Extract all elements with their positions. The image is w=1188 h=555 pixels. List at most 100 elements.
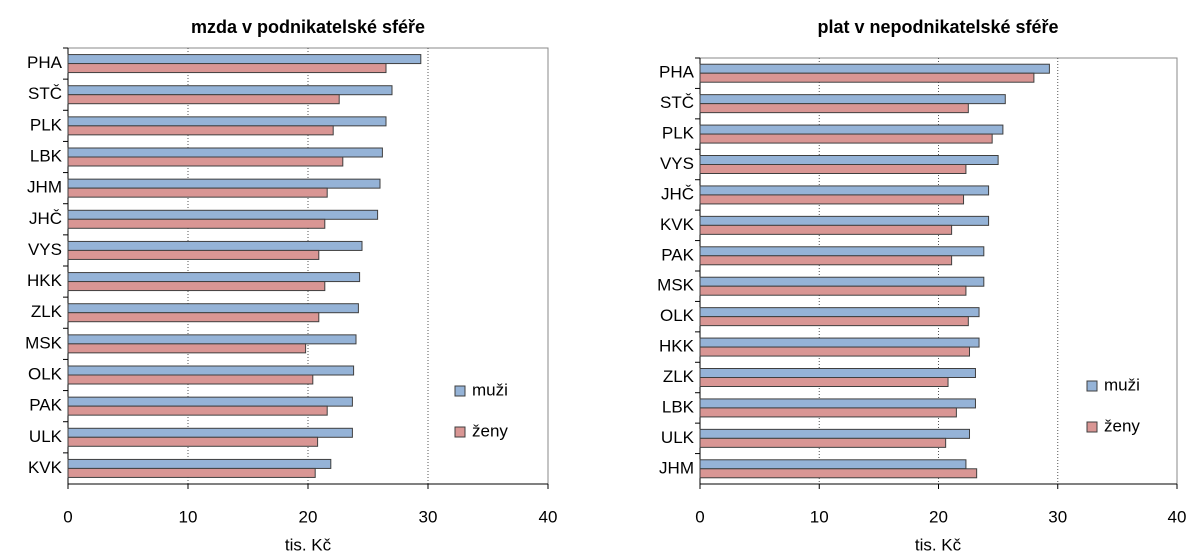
bar: [67, 178, 381, 189]
bar: [67, 125, 334, 136]
bar: [67, 63, 387, 74]
bar: [699, 468, 978, 479]
bar: [67, 249, 320, 260]
x-tick-label: 0: [63, 507, 72, 526]
bar: [699, 407, 957, 418]
legend-label: muži: [1104, 375, 1140, 394]
bar: [699, 255, 953, 266]
y-tick-label: HKK: [27, 271, 63, 290]
y-tick-label: JHČ: [29, 209, 62, 228]
bar: [67, 209, 379, 220]
bar: [67, 396, 353, 407]
legend-swatch: [454, 426, 466, 438]
legend-label: muži: [472, 380, 508, 399]
bar: [67, 343, 307, 354]
bar: [699, 377, 949, 387]
y-tick-label: KVK: [28, 458, 63, 477]
bar: [699, 459, 967, 470]
y-tick-label: OLK: [28, 364, 63, 383]
bar: [699, 155, 999, 165]
x-tick-label: 10: [810, 507, 829, 526]
legend-swatch: [454, 385, 466, 397]
plot-area: [67, 47, 549, 485]
bar: [699, 276, 985, 287]
x-axis-label: tis. Kč: [285, 535, 332, 554]
y-tick-label: ZLK: [663, 367, 695, 386]
bar: [699, 224, 953, 235]
bar: [67, 334, 357, 345]
y-tick-label: VYS: [28, 240, 62, 259]
y-tick-label: MSK: [657, 276, 695, 295]
bar: [699, 437, 947, 448]
bar: [67, 156, 344, 167]
y-tick-label: PAK: [29, 396, 62, 415]
legend-swatch: [1086, 421, 1098, 433]
x-tick-label: 40: [1168, 507, 1187, 526]
bar: [699, 285, 967, 296]
bar: [699, 428, 971, 439]
x-tick-label: 0: [695, 507, 704, 526]
y-tick-label: JHČ: [661, 184, 694, 203]
y-tick-label: PAK: [661, 245, 694, 264]
bar: [67, 94, 340, 105]
y-tick-label: ZLK: [31, 302, 63, 321]
bar: [699, 94, 1006, 105]
bar: [699, 194, 965, 205]
bar: [699, 133, 993, 144]
bar: [67, 467, 316, 478]
y-tick-label: VYS: [660, 154, 694, 173]
legend-swatch: [1086, 380, 1098, 392]
bar: [67, 218, 326, 229]
bar: [699, 398, 976, 409]
bar: [699, 124, 1004, 135]
bar: [699, 346, 971, 357]
y-tick-label: LBK: [662, 397, 695, 416]
y-tick-label: KVK: [660, 215, 695, 234]
bar: [67, 187, 328, 198]
bar: [67, 85, 393, 96]
y-tick-label: HKK: [659, 337, 695, 356]
y-tick-label: JHM: [659, 458, 694, 477]
bar: [67, 427, 353, 438]
bar: [67, 312, 320, 323]
y-tick-label: ULK: [661, 428, 695, 447]
x-tick-label: 10: [179, 507, 198, 526]
y-tick-label: STČ: [28, 84, 62, 103]
y-tick-label: STČ: [660, 93, 694, 112]
y-tick-label: LBK: [30, 146, 63, 165]
y-tick-label: ULK: [29, 427, 63, 446]
bar: [67, 54, 422, 65]
x-tick-label: 20: [929, 507, 948, 526]
x-tick-label: 30: [419, 507, 438, 526]
bar: [699, 63, 1050, 74]
bar: [699, 246, 985, 257]
bar: [699, 307, 980, 318]
chart-title: mzda v podnikatelské sféře: [191, 17, 425, 37]
bar: [67, 365, 355, 376]
x-tick-label: 20: [299, 507, 318, 526]
bar: [67, 147, 383, 158]
bar: [67, 374, 314, 385]
bar: [699, 103, 969, 114]
bar: [699, 215, 990, 226]
bar: [699, 185, 990, 196]
bar: [67, 436, 319, 447]
x-tick-label: 30: [1048, 507, 1067, 526]
y-tick-label: OLK: [660, 306, 695, 325]
y-tick-label: JHM: [27, 178, 62, 197]
bar: [699, 316, 969, 327]
bar: [67, 116, 387, 127]
legend-label: ženy: [472, 421, 508, 440]
bar: [67, 458, 332, 469]
y-tick-label: MSK: [25, 333, 63, 352]
y-tick-label: PHA: [27, 53, 63, 72]
bar: [699, 72, 1035, 83]
x-axis-label: tis. Kč: [915, 535, 962, 554]
bar: [67, 303, 359, 314]
y-tick-label: PHA: [659, 63, 695, 82]
bar: [67, 240, 363, 251]
bar: [699, 337, 980, 348]
bar: [699, 164, 967, 174]
x-tick-label: 40: [539, 507, 558, 526]
